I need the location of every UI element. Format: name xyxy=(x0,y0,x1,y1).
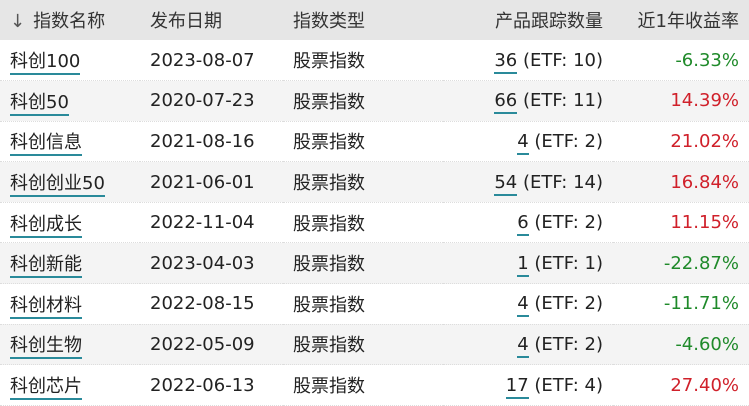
cell-return: -4.60% xyxy=(613,324,749,366)
cell-return: -22.87% xyxy=(613,242,749,285)
product-count-link[interactable]: 4 xyxy=(517,293,529,318)
table-row: 科创新能 2023-04-03 股票指数 1 (ETF: 1) -22.87% xyxy=(0,242,749,285)
cell-date: 2023-08-07 xyxy=(140,40,283,82)
cell-date: 2021-06-01 xyxy=(140,161,283,203)
table-row: 科创100 2023-08-07 股票指数 36 (ETF: 10) -6.33… xyxy=(0,40,749,82)
cell-count: 4 (ETF: 2) xyxy=(443,324,613,366)
etf-count: (ETF: 2) xyxy=(528,333,603,355)
cell-count: 6 (ETF: 2) xyxy=(443,202,613,244)
arrow-down-icon[interactable]: ↓ xyxy=(10,11,26,32)
product-count-link[interactable]: 66 xyxy=(494,90,518,115)
cell-count: 4 (ETF: 2) xyxy=(443,121,613,163)
cell-type: 股票指数 xyxy=(283,40,443,82)
cell-type: 股票指数 xyxy=(283,161,443,203)
table-row: 科创材料 2022-08-15 股票指数 4 (ETF: 2) -11.71% xyxy=(0,283,749,325)
cell-date: 2022-08-15 xyxy=(140,283,283,325)
etf-count: (ETF: 4) xyxy=(528,374,603,396)
cell-date: 2023-04-03 xyxy=(140,242,283,285)
cell-name: 科创50 xyxy=(0,80,140,122)
cell-name: 科创生物 xyxy=(0,324,140,366)
column-header-name-label: 指数名称 xyxy=(33,11,106,32)
product-count-link[interactable]: 54 xyxy=(494,171,518,196)
column-header-type[interactable]: 指数类型 xyxy=(283,0,443,40)
product-count-link[interactable]: 6 xyxy=(517,212,529,237)
etf-count: (ETF: 2) xyxy=(528,212,603,234)
cell-return: -11.71% xyxy=(613,283,749,325)
table-row: 科创成长 2022-11-04 股票指数 6 (ETF: 2) 11.15% xyxy=(0,202,749,244)
cell-return: 21.02% xyxy=(613,121,749,163)
cell-return: 27.40% xyxy=(613,364,749,406)
product-count-link[interactable]: 4 xyxy=(517,333,529,358)
cell-count: 1 (ETF: 1) xyxy=(443,242,613,285)
column-header-count[interactable]: 产品跟踪数量 xyxy=(443,0,613,40)
cell-type: 股票指数 xyxy=(283,80,443,122)
cell-type: 股票指数 xyxy=(283,202,443,244)
column-header-return[interactable]: 近1年收益率 xyxy=(613,0,749,40)
etf-count: (ETF: 1) xyxy=(528,252,603,274)
index-name-link[interactable]: 科创成长 xyxy=(10,213,82,238)
cell-return: 14.39% xyxy=(613,80,749,122)
cell-count: 4 (ETF: 2) xyxy=(443,283,613,325)
product-count-link[interactable]: 1 xyxy=(517,252,529,277)
etf-count: (ETF: 2) xyxy=(528,293,603,315)
product-count-link[interactable]: 36 xyxy=(494,49,518,74)
index-name-link[interactable]: 科创50 xyxy=(10,91,69,116)
cell-name: 科创信息 xyxy=(0,121,140,163)
index-name-link[interactable]: 科创材料 xyxy=(10,294,82,319)
table-row: 科创信息 2021-08-16 股票指数 4 (ETF: 2) 21.02% xyxy=(0,121,749,163)
etf-count: (ETF: 10) xyxy=(517,49,603,71)
etf-count: (ETF: 2) xyxy=(528,130,603,152)
cell-return: 11.15% xyxy=(613,202,749,244)
cell-count: 36 (ETF: 10) xyxy=(443,40,613,82)
table-row: 科创芯片 2022-06-13 股票指数 17 (ETF: 4) 27.40% xyxy=(0,364,749,406)
etf-count: (ETF: 14) xyxy=(517,171,603,193)
cell-date: 2020-07-23 xyxy=(140,80,283,122)
cell-return: -6.33% xyxy=(613,40,749,82)
cell-type: 股票指数 xyxy=(283,324,443,366)
cell-date: 2022-11-04 xyxy=(140,202,283,244)
cell-type: 股票指数 xyxy=(283,242,443,285)
table-header: ↓ 指数名称 发布日期 指数类型 产品跟踪数量 近1年收益率 xyxy=(0,0,749,40)
index-name-link[interactable]: 科创生物 xyxy=(10,335,82,360)
product-count-link[interactable]: 4 xyxy=(517,130,529,155)
cell-name: 科创芯片 xyxy=(0,364,140,406)
etf-count: (ETF: 11) xyxy=(517,90,603,112)
index-name-link[interactable]: 科创100 xyxy=(10,51,81,76)
index-name-link[interactable]: 科创信息 xyxy=(10,132,82,157)
cell-date: 2022-05-09 xyxy=(140,324,283,366)
cell-type: 股票指数 xyxy=(283,121,443,163)
cell-name: 科创成长 xyxy=(0,202,140,244)
table-row: 科创50 2020-07-23 股票指数 66 (ETF: 11) 14.39% xyxy=(0,80,749,122)
cell-name: 科创创业50 xyxy=(0,161,140,203)
index-name-link[interactable]: 科创芯片 xyxy=(10,376,82,401)
cell-count: 54 (ETF: 14) xyxy=(443,161,613,203)
index-name-link[interactable]: 科创创业50 xyxy=(10,173,105,198)
cell-date: 2022-06-13 xyxy=(140,364,283,406)
cell-count: 17 (ETF: 4) xyxy=(443,364,613,406)
cell-type: 股票指数 xyxy=(283,283,443,325)
cell-name: 科创100 xyxy=(0,40,140,82)
column-header-name[interactable]: ↓ 指数名称 xyxy=(0,0,140,40)
column-header-date[interactable]: 发布日期 xyxy=(140,0,283,40)
product-count-link[interactable]: 17 xyxy=(505,374,529,399)
cell-date: 2021-08-16 xyxy=(140,121,283,163)
cell-name: 科创材料 xyxy=(0,283,140,325)
cell-type: 股票指数 xyxy=(283,364,443,406)
index-name-link[interactable]: 科创新能 xyxy=(10,254,82,279)
cell-return: 16.84% xyxy=(613,161,749,203)
cell-name: 科创新能 xyxy=(0,242,140,285)
table-row: 科创创业50 2021-06-01 股票指数 54 (ETF: 14) 16.8… xyxy=(0,161,749,203)
table-row: 科创生物 2022-05-09 股票指数 4 (ETF: 2) -4.60% xyxy=(0,324,749,366)
cell-count: 66 (ETF: 11) xyxy=(443,80,613,122)
